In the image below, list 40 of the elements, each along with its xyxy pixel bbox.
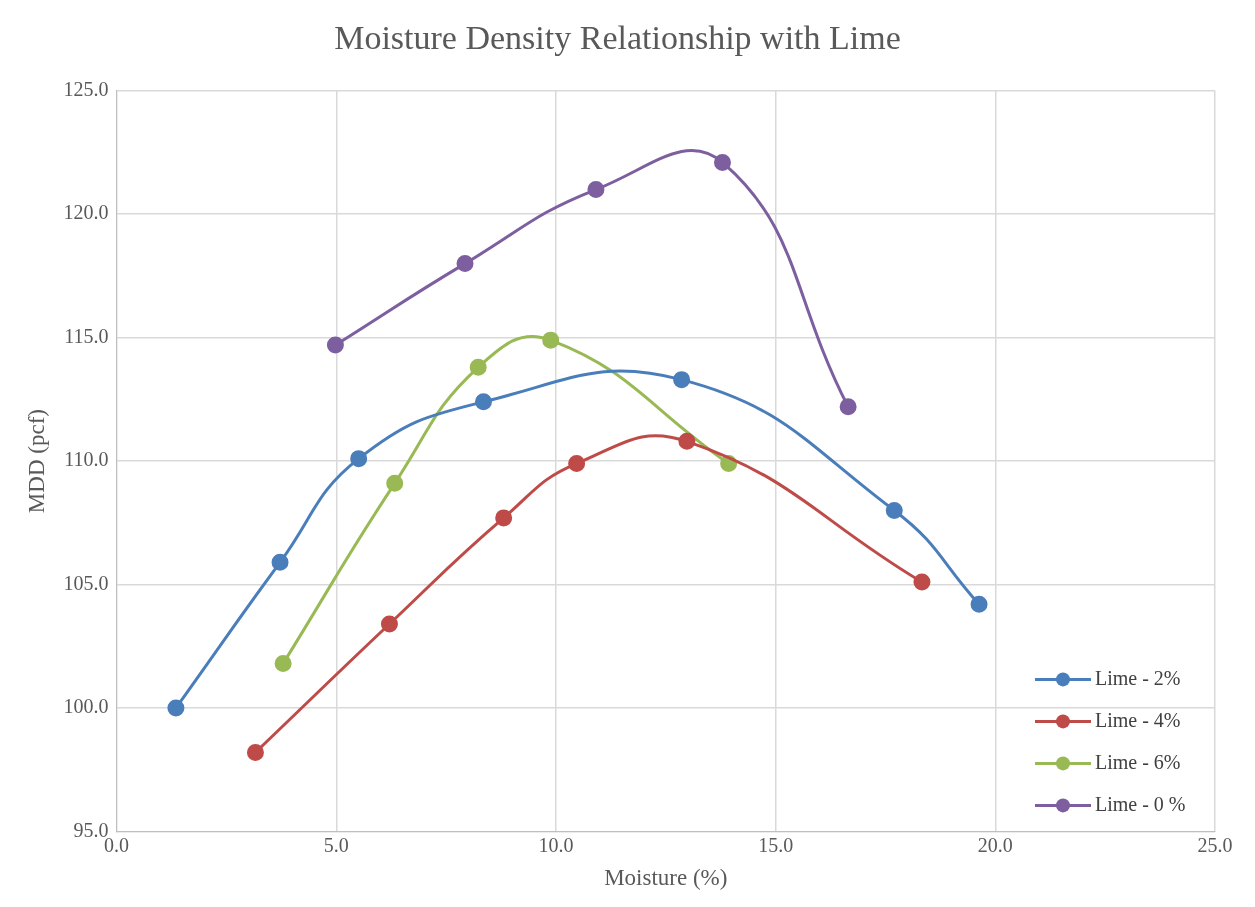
legend-label: Lime - 4% bbox=[1095, 708, 1181, 731]
y-tick-label: 125.0 bbox=[63, 78, 109, 101]
point bbox=[326, 336, 344, 354]
point bbox=[970, 595, 988, 613]
point bbox=[568, 455, 586, 473]
point bbox=[246, 743, 264, 761]
x-tick-label: 10.0 bbox=[538, 833, 574, 856]
point bbox=[274, 655, 292, 673]
legend-label: Lime - 6% bbox=[1095, 750, 1181, 773]
legend-label: Lime - 2% bbox=[1095, 666, 1181, 689]
point bbox=[474, 393, 492, 411]
x-tick-label: 25.0 bbox=[1197, 833, 1233, 856]
y-tick-label: 100.0 bbox=[63, 695, 109, 718]
x-tick-label: 15.0 bbox=[758, 833, 794, 856]
point bbox=[587, 181, 605, 199]
x-axis-title: Moisture (%) bbox=[604, 865, 728, 891]
point bbox=[456, 255, 474, 273]
point bbox=[913, 573, 931, 591]
point bbox=[713, 153, 731, 171]
point bbox=[167, 699, 185, 717]
chart-title: Moisture Density Relationship with Lime bbox=[334, 19, 901, 57]
y-tick-label: 115.0 bbox=[64, 324, 109, 347]
point bbox=[495, 509, 513, 527]
point bbox=[678, 432, 696, 450]
point bbox=[271, 553, 289, 571]
y-tick-label: 120.0 bbox=[63, 201, 109, 224]
y-tick-label: 105.0 bbox=[63, 571, 109, 594]
x-tick-label: 5.0 bbox=[323, 833, 349, 856]
legend-label: Lime - 0 % bbox=[1095, 792, 1186, 815]
point bbox=[350, 450, 368, 468]
point bbox=[386, 474, 404, 492]
point bbox=[469, 358, 487, 376]
point bbox=[673, 371, 691, 389]
point bbox=[885, 501, 903, 519]
y-tick-label: 110.0 bbox=[64, 448, 109, 471]
x-tick-label: 20.0 bbox=[977, 833, 1013, 856]
point bbox=[839, 398, 857, 416]
point bbox=[380, 615, 398, 633]
point bbox=[542, 331, 560, 349]
y-axis-title: MDD (pcf) bbox=[23, 409, 49, 514]
